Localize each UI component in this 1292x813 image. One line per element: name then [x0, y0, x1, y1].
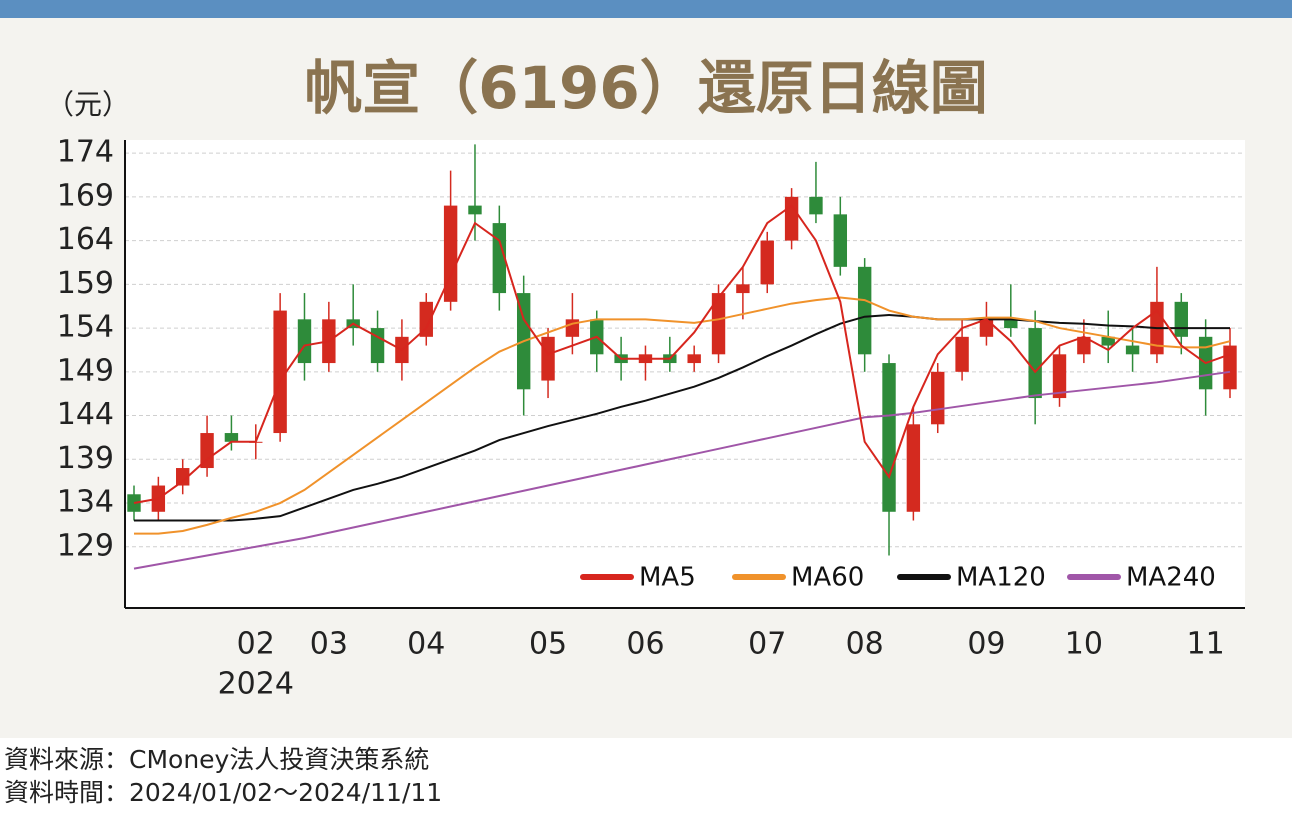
candle-body [443, 205, 458, 302]
candle-body [419, 301, 433, 337]
candle-body [224, 433, 239, 442]
candle-body [931, 371, 945, 425]
candle-body [273, 310, 287, 434]
x-tick-label: 07 [748, 627, 786, 662]
y-tick-label: 169 [57, 178, 114, 213]
candle-body [1223, 345, 1237, 390]
candle-body [760, 240, 774, 285]
legend-label: MA5 [639, 563, 696, 593]
x-tick-label: 10 [1065, 627, 1103, 662]
x-tick-label: 09 [967, 627, 1005, 662]
period-note: 資料時間：2024/01/02～2024/11/11 [4, 778, 442, 807]
x-tick-label: 02 [237, 627, 275, 662]
x-tick-label: 03 [310, 627, 348, 662]
y-tick-label: 159 [57, 266, 114, 301]
candle-body [1004, 319, 1018, 329]
plot: 129 134 139 144 149 154 159 164 169 174 02 03 04 05 06… [57, 135, 1245, 702]
candle-body [1101, 336, 1115, 346]
candle-body [906, 424, 921, 512]
candle-body [200, 433, 214, 469]
ma-line [133, 204, 1231, 505]
candle-body [784, 196, 799, 241]
candle-body [809, 196, 823, 215]
candle-body [492, 223, 507, 294]
candle-body [882, 363, 896, 512]
x-tick-label: 08 [846, 627, 884, 662]
x-tick-label: 04 [407, 627, 445, 662]
candle-body [1077, 336, 1091, 355]
x-tick-label: 06 [626, 627, 664, 662]
y-tick-label: 164 [57, 222, 114, 257]
legend-label: MA240 [1126, 563, 1216, 593]
candle-body [1028, 328, 1042, 399]
candle-body [1052, 354, 1067, 399]
y-tick-label: 144 [57, 397, 114, 432]
unit-label: （元） [46, 88, 130, 121]
legend-label: MA60 [791, 563, 864, 593]
chart-title: 帆宣（6196）還原日線圖 [304, 54, 987, 122]
y-tick-label: 129 [57, 528, 114, 563]
y-tick-label: 149 [57, 353, 114, 388]
candle-body [297, 319, 312, 364]
candle-body [176, 468, 190, 486]
y-tick-label: 154 [57, 310, 114, 345]
candle-body [833, 214, 848, 267]
ma-line [134, 313, 1230, 522]
candle-body [687, 354, 701, 364]
candle-body [711, 293, 726, 355]
y-tick-label: 139 [57, 441, 114, 476]
candle-body [541, 336, 555, 381]
candle-body [468, 205, 482, 215]
x-tick-label: 05 [529, 627, 567, 662]
candle-body [1125, 345, 1140, 355]
y-tick-label: 134 [57, 485, 114, 520]
candle-body [370, 328, 385, 364]
x-tick-label: 11 [1187, 627, 1225, 662]
candle-body [1174, 301, 1188, 337]
legend-label: MA120 [956, 563, 1046, 593]
ma-line [134, 296, 1231, 535]
y-tick-label: 174 [57, 135, 114, 170]
footer-bg [0, 738, 1292, 809]
candle-body [979, 319, 994, 337]
source-note: 資料來源：CMoney法人投資決策系統 [4, 745, 429, 774]
plot-area [125, 140, 1245, 608]
top-bar [0, 0, 1292, 18]
year-label: 2024 [218, 667, 294, 702]
candle-body [857, 266, 872, 355]
candle-body [955, 336, 969, 372]
ma-line [133, 370, 1231, 570]
candle-body [736, 284, 750, 294]
